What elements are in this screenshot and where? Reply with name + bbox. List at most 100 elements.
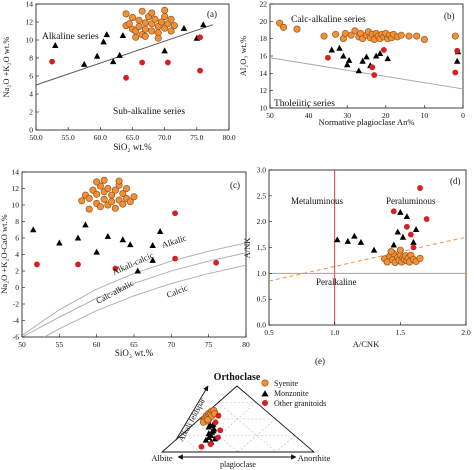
- panel-b-ylabel: Al₂O₃ wt.%: [238, 36, 248, 76]
- a-syenite-point: [154, 34, 162, 42]
- e-granitoid-point: [215, 434, 221, 441]
- panel-c-label: (c): [230, 180, 240, 190]
- d-granitoid-point: [417, 185, 423, 191]
- c-monzonite-point: [156, 228, 164, 234]
- e-monzonite-point: [210, 427, 217, 434]
- a-syenite-point: [151, 15, 159, 23]
- e-monzonite-point: [205, 434, 213, 441]
- panel-d-frame: [268, 169, 467, 326]
- legend-monzonite-marker: [261, 390, 269, 397]
- b-syenite-point: [451, 32, 459, 40]
- d-ytick-label: 2.5: [257, 191, 267, 200]
- panel-a-boundary-layer: [35, 24, 214, 86]
- a-granitoid-point: [139, 59, 146, 66]
- b-monzonite-point: [328, 46, 335, 53]
- c-syenite-point: [119, 189, 127, 197]
- e-grid-line: [199, 402, 257, 453]
- a-granitoid-point: [49, 58, 55, 65]
- b-xtick-label: 50: [266, 111, 274, 120]
- a-granitoid-point: [123, 74, 129, 81]
- panel-d-annotation-peralkaline: Peralkaline: [316, 277, 356, 287]
- c-syenite-point: [93, 178, 101, 186]
- panel-d-label: (d): [450, 176, 461, 186]
- c-syenite-point: [85, 194, 93, 202]
- c-syenite-point: [85, 205, 93, 213]
- panel-a-annotation-subalkaline: Sub-alkaline series: [113, 107, 185, 117]
- c-granitoid-point: [172, 255, 178, 262]
- a-granitoid-point: [197, 67, 203, 74]
- c-syenite-point: [108, 198, 116, 206]
- c-xtick-label: 80: [242, 340, 250, 349]
- legend: Syenite Monzonite Other granitoids: [261, 379, 326, 408]
- c-ytick-label: -6: [13, 333, 19, 342]
- panel-e-label: (e): [315, 356, 325, 366]
- e-granitoid-point: [215, 412, 222, 419]
- d-ytick-label: 1.5: [257, 243, 267, 252]
- d-xtick-label: 0.5: [264, 328, 274, 337]
- panel-e-apex-left: Albite: [151, 453, 172, 463]
- e-triangle-outline: [160, 385, 316, 453]
- d-granitoid-point: [410, 244, 417, 251]
- c-monzonite-point: [74, 234, 82, 241]
- c-syenite-point: [123, 185, 131, 193]
- a-ytick-label: 6: [29, 72, 33, 81]
- e-monzonite-point: [207, 422, 214, 429]
- d-monzonite-point: [410, 238, 417, 245]
- a-syenite-point: [141, 19, 149, 27]
- c-syenite-point: [111, 204, 119, 212]
- panel-d-annotation-metaluminous: Metaluminous: [291, 196, 343, 206]
- a-syenite-point: [161, 13, 169, 21]
- panel-e-edge-bottom: plagioclase: [220, 460, 256, 469]
- c-syenite-point: [100, 176, 108, 184]
- b-granitoid-point: [371, 72, 378, 78]
- b-syenite-point: [332, 30, 340, 38]
- b-xtick-label: 10: [421, 111, 429, 120]
- e-granitoid-point: [198, 443, 205, 450]
- panel-e-points: [198, 406, 224, 450]
- b-ytick-label: 16: [260, 52, 268, 61]
- c-syenite-point: [111, 186, 119, 194]
- d-xtick-label: 1.0: [330, 328, 340, 337]
- c-syenite-point: [126, 198, 134, 206]
- b-ytick-label: 14: [260, 69, 268, 78]
- a-xtick-label: 80.0: [222, 133, 235, 142]
- a-xtick-label: 50.0: [29, 133, 42, 142]
- panel-d-xlabel: A/CNK: [353, 339, 380, 349]
- d-monzonite-point: [370, 246, 378, 253]
- d-monzonite-point: [394, 228, 401, 235]
- a-syenite-point: [167, 15, 175, 23]
- a-syenite-point: [125, 20, 133, 28]
- d-ytick-label: 1.0: [257, 269, 267, 278]
- b-ytick-label: 20: [260, 17, 268, 26]
- c-ytick-label: -4: [13, 316, 19, 325]
- c-monzonite-point: [29, 226, 37, 233]
- a-syenite-point: [148, 27, 156, 35]
- panel-c-points: [29, 176, 220, 274]
- d-monzonite-point: [334, 236, 341, 243]
- a-monzonite-point: [93, 52, 101, 59]
- panel-b-annotation-calc-alkaline: Calc-alkaline series: [291, 15, 366, 25]
- d-xtick-label: 2.0: [461, 328, 471, 337]
- b-xtick-label: 0: [461, 111, 465, 120]
- c-syenite-point: [108, 191, 116, 199]
- b-monzonite-point: [384, 55, 391, 62]
- d-granitoid-point: [423, 216, 430, 222]
- b-syenite-point: [405, 32, 413, 40]
- panel-a-points: [49, 6, 207, 81]
- b-granitoid-point: [452, 69, 459, 76]
- c-granitoid-point: [172, 210, 178, 217]
- a-syenite-point: [122, 10, 130, 18]
- a-ytick-label: 4: [29, 90, 33, 99]
- c-boundary-curve-1: [21, 252, 247, 338]
- c-ytick-label: 2: [15, 267, 19, 276]
- a-xtick-label: 60.0: [94, 133, 107, 142]
- b-monzonite-point: [359, 57, 366, 64]
- c-monzonite-point: [134, 267, 141, 274]
- a-syenite-point: [167, 27, 175, 35]
- panel-c-ylabel: Na₂O +K₂O-CaO wt.%: [0, 214, 9, 293]
- b-monzonite-point: [340, 52, 347, 59]
- a-syenite-point: [148, 9, 156, 17]
- panel-c-annotation-alkalic: Alkalic: [161, 233, 188, 250]
- panel-e-ternary: (e) Orthoclase Albite Anorthite Alkali f…: [151, 356, 330, 469]
